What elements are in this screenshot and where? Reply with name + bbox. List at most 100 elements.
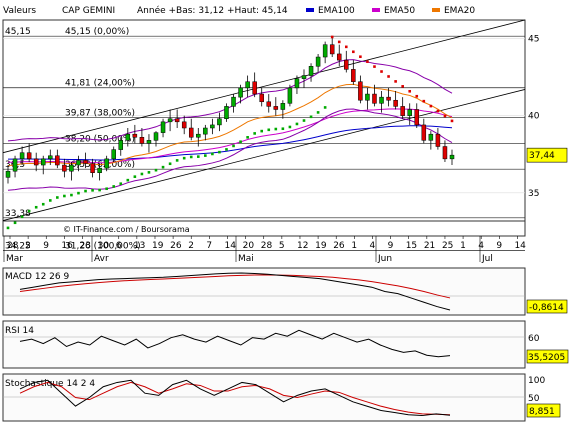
candle-body: [414, 109, 420, 126]
bollinger-upper: [7, 59, 453, 142]
sar-dot: [218, 150, 221, 154]
date-tick-label: 4: [478, 241, 484, 251]
sar-dot: [63, 194, 66, 198]
sar-dot: [387, 75, 390, 78]
sar-dot: [119, 182, 123, 185]
candle-body: [132, 133, 138, 138]
candle-body: [69, 164, 74, 172]
sar-dot: [394, 80, 397, 83]
macd-title: MACD 12 26 9: [5, 272, 69, 282]
header-bar: [0, 0, 570, 19]
sar-dot: [288, 125, 292, 129]
stoch-d-line: [19, 381, 451, 416]
candlesticks: [5, 36, 455, 184]
ema100-legend: EMA100: [318, 6, 355, 16]
candle-body: [5, 170, 11, 178]
sar-dot: [225, 148, 228, 151]
sar-dot: [20, 215, 24, 219]
date-tick-label: 5: [279, 241, 285, 251]
sar-dot: [415, 94, 419, 98]
symbol-label: Valeurs: [3, 6, 36, 16]
rsi-panel: [2, 320, 526, 369]
macd-line: [19, 272, 451, 311]
date-tick-label: 2: [25, 241, 31, 251]
macd-signal-line: [19, 274, 451, 299]
candle-body: [322, 44, 328, 58]
date-tick-label: 9: [496, 241, 502, 251]
sar-dot: [267, 128, 271, 132]
sar-dot: [373, 65, 376, 68]
date-tick-label: 1: [460, 241, 466, 251]
candle-body: [174, 118, 180, 123]
candle-body: [287, 87, 293, 104]
ema50-legend: EMA50: [384, 6, 415, 16]
sar-dot: [56, 196, 59, 199]
candle-body: [83, 160, 88, 164]
sar-dot: [239, 140, 242, 144]
candle-body: [40, 158, 46, 166]
sar-dot: [422, 99, 426, 103]
date-tick-label: 7: [206, 241, 212, 251]
date-axis: 28 2 9 16 23 30 6 13 19 26 2 7 14 20 28 5 12 19 26 1 4 9 15 21 2…: [3, 236, 526, 264]
date-tick-label: 19: [315, 241, 327, 251]
candle-body: [372, 93, 377, 104]
sar-dot: [84, 189, 87, 193]
candle-body: [118, 140, 124, 150]
sar-dot: [253, 132, 256, 135]
candle-body: [407, 109, 412, 116]
fib-right-label: 45,15 (0,00%): [65, 27, 129, 37]
sar-dot: [366, 60, 369, 63]
sar-dot: [260, 129, 264, 133]
date-tick-label: 26: [170, 241, 182, 251]
sar-dot: [204, 154, 207, 157]
sar-dot: [175, 159, 179, 162]
date-tick-label: 13: [134, 241, 145, 251]
candle-body: [153, 132, 159, 141]
sar-dot: [77, 191, 80, 195]
candle-body: [224, 106, 229, 119]
date-tick-label: 2: [188, 241, 194, 251]
range-text: Année +Bas: 31,12 +Haut: 45,14: [137, 5, 288, 16]
rsi-value: 35,5205: [528, 353, 565, 363]
price-axis: 35 40 45 37,44: [526, 35, 568, 199]
sar-dot: [161, 165, 165, 169]
candle-body: [386, 96, 391, 101]
candle-body: [167, 118, 173, 123]
ema20-swatch: [432, 8, 440, 12]
candle-body: [273, 106, 279, 110]
stoch-title: Stochastique 14 2 4: [5, 379, 95, 389]
date-tick-label: 19: [152, 241, 164, 251]
stoch-tick-100: 100: [528, 376, 545, 386]
candle-body: [301, 75, 307, 79]
sar-dot: [281, 127, 285, 131]
candle-body: [76, 160, 81, 166]
sar-dot: [189, 155, 193, 159]
candle-body: [12, 158, 18, 172]
watermark: © IT-Finance.com / Boursorama: [63, 225, 190, 234]
macd-value-box: [526, 299, 568, 314]
sar-dot: [302, 119, 306, 122]
sar-dot: [98, 188, 101, 192]
month-label: Avr: [94, 254, 109, 264]
last-price-box: [526, 147, 568, 163]
candle-body: [358, 81, 363, 101]
sar-dot: [211, 152, 214, 156]
candle-body: [400, 106, 405, 116]
sar-dot: [6, 226, 10, 230]
candle-body: [449, 154, 455, 160]
sar-dot: [168, 162, 172, 166]
candle-body: [231, 96, 236, 107]
sar-dot: [330, 35, 334, 39]
sar-dot: [112, 185, 116, 188]
parabolic-sar: [6, 35, 454, 230]
sar-dot: [232, 144, 235, 148]
sar-dot: [408, 89, 412, 93]
channel-upper: [2, 19, 526, 154]
ema100-swatch: [306, 8, 314, 12]
bollinger-lower: [7, 108, 453, 191]
candle-body: [351, 69, 356, 82]
candle-body: [90, 163, 95, 173]
rsi-title: RSI 14: [5, 326, 34, 336]
candle-body: [393, 99, 398, 107]
